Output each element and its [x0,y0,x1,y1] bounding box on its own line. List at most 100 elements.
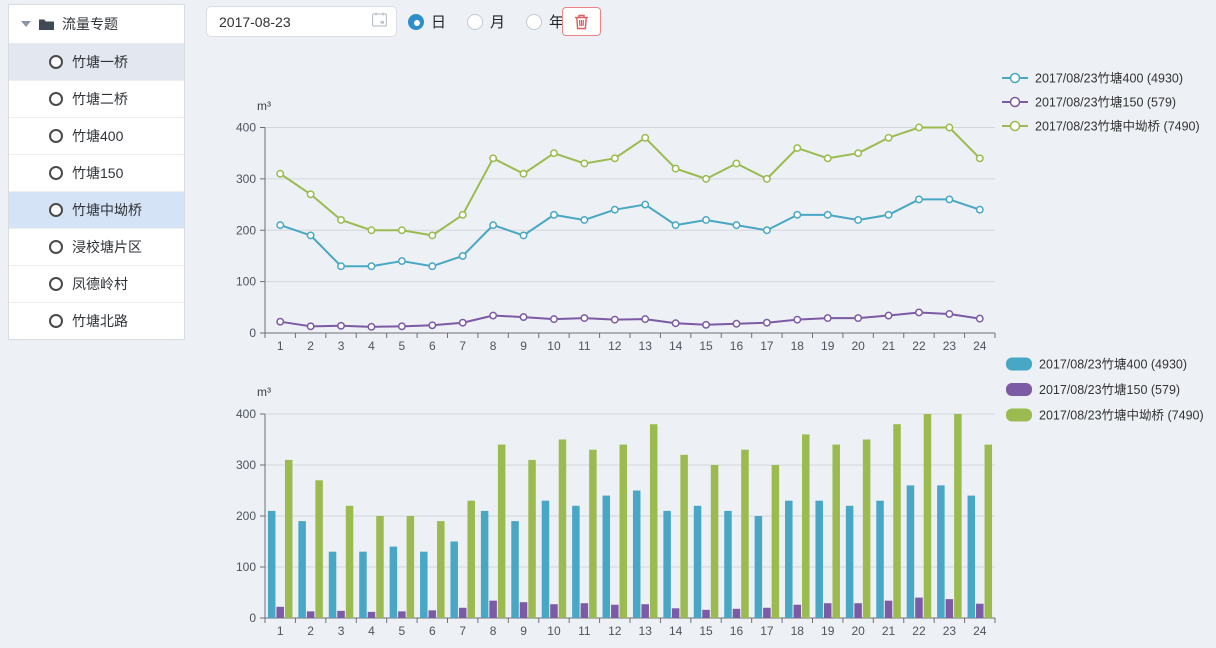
data-point[interactable] [793,144,802,153]
bar[interactable] [420,551,428,618]
date-input[interactable] [207,13,369,30]
data-point[interactable] [915,123,923,132]
data-point[interactable] [732,159,741,168]
data-point[interactable] [884,133,893,142]
data-point[interactable] [854,149,863,158]
data-point[interactable] [367,226,376,235]
data-point[interactable] [428,321,437,330]
data-point[interactable] [397,257,406,266]
data-point[interactable] [337,262,345,271]
data-point[interactable] [641,133,650,142]
bar[interactable] [641,604,649,618]
delete-button[interactable] [562,7,601,36]
data-point[interactable] [671,319,680,328]
data-point[interactable] [610,154,619,163]
data-point[interactable] [610,315,619,324]
bar-series-2[interactable] [284,414,993,619]
data-point[interactable] [884,210,893,219]
sidebar-item-竹塘一桥[interactable]: 竹塘一桥 [9,44,184,81]
bar[interactable] [306,611,315,618]
bar[interactable] [602,495,611,618]
data-point[interactable] [550,149,558,158]
bar[interactable] [741,449,749,618]
bar[interactable] [906,485,915,618]
bar[interactable] [754,516,763,618]
bar[interactable] [276,606,284,618]
bar[interactable] [702,609,710,618]
radio-icon[interactable] [526,13,543,30]
bar[interactable] [337,610,345,618]
period-option-年[interactable]: 年 [526,11,564,32]
line-series-2[interactable] [276,123,984,240]
data-point[interactable] [915,308,923,317]
bar[interactable] [893,424,901,618]
data-point[interactable] [671,221,680,230]
bar[interactable] [267,510,276,618]
bar[interactable] [558,439,567,619]
bar[interactable] [497,444,506,618]
bar[interactable] [793,604,802,618]
data-point[interactable] [762,226,771,235]
data-point[interactable] [580,216,589,224]
data-point[interactable] [458,318,467,327]
tree-root-flow-topic[interactable]: 流量专题 [9,5,184,44]
data-point[interactable] [641,200,650,209]
data-point[interactable] [945,195,954,204]
data-point[interactable] [732,319,741,328]
bar[interactable] [763,607,771,618]
bar[interactable] [619,444,628,618]
legend-item-2[interactable]: 2017/08/23竹塘中坳桥 (7490) [1006,408,1204,423]
bar[interactable] [298,521,306,618]
bar[interactable] [389,546,398,618]
bar[interactable] [876,500,884,618]
bar[interactable] [710,465,719,618]
data-point[interactable] [428,231,437,240]
bar[interactable] [854,603,862,618]
data-point[interactable] [823,210,832,219]
data-point[interactable] [519,169,528,178]
bar[interactable] [398,611,406,618]
data-point[interactable] [489,154,498,163]
bar[interactable] [785,500,793,618]
data-point[interactable] [337,321,345,330]
data-point[interactable] [276,221,285,230]
data-point[interactable] [550,315,558,324]
data-point[interactable] [519,313,528,322]
bar[interactable] [367,611,376,618]
bar[interactable] [845,505,854,618]
bar[interactable] [724,510,732,618]
legend-item-1[interactable]: 2017/08/23竹塘150 (579) [1002,95,1176,110]
bar[interactable] [915,597,923,618]
bar[interactable] [632,490,641,619]
period-option-月[interactable]: 月 [467,11,505,32]
data-point[interactable] [854,314,863,323]
data-point[interactable] [641,315,650,324]
data-point[interactable] [458,210,467,219]
bar[interactable] [467,500,475,618]
bar[interactable] [550,604,558,618]
sidebar-item-竹塘400[interactable]: 竹塘400 [9,118,184,155]
line-series-1[interactable] [276,308,984,331]
caret-down-icon[interactable] [21,21,31,27]
data-point[interactable] [975,154,984,163]
data-point[interactable] [519,231,528,240]
legend-item-2[interactable]: 2017/08/23竹塘中坳桥 (7490) [1002,119,1200,134]
data-point[interactable] [580,159,589,168]
bar[interactable] [945,599,954,618]
bar[interactable] [663,510,671,618]
bar[interactable] [862,439,871,619]
bar[interactable] [450,541,458,619]
sidebar-item-竹塘中坳桥[interactable]: 竹塘中坳桥 [9,192,184,229]
period-option-日[interactable]: 日 [408,11,446,32]
data-point[interactable] [489,311,498,320]
data-point[interactable] [945,123,954,132]
bar[interactable] [923,414,932,618]
bar[interactable] [954,414,962,618]
data-point[interactable] [732,221,741,230]
data-point[interactable] [306,190,315,199]
data-point[interactable] [428,262,437,271]
data-point[interactable] [610,205,619,214]
bar[interactable] [967,495,976,618]
